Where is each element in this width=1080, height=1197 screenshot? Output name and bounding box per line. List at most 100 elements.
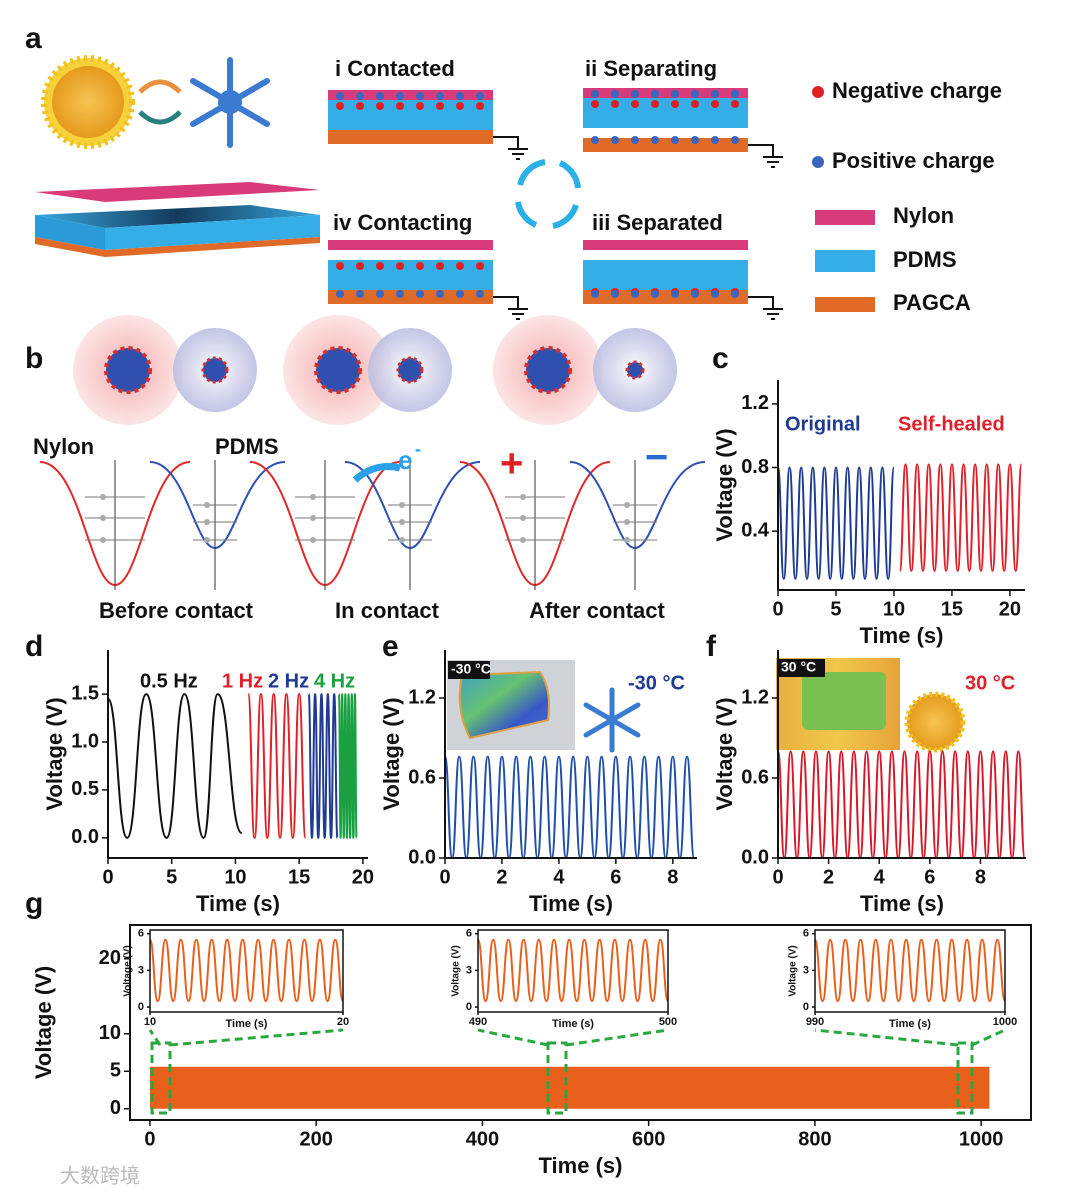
- x-tick-label: 8: [667, 866, 678, 888]
- y-tick-label: 20: [99, 947, 121, 969]
- electron: [399, 537, 405, 543]
- charge-dot: [476, 102, 484, 110]
- charge-dot: [416, 290, 424, 298]
- temperature-annotation: 30 °C: [965, 672, 1015, 694]
- charge-dot: [376, 102, 384, 110]
- pagca-layer: [35, 237, 320, 257]
- y-tick-label: 1.2: [408, 686, 436, 708]
- electron: [204, 537, 210, 543]
- x-tick-label: 20: [999, 598, 1021, 620]
- x-tick-label: 500: [659, 1016, 677, 1028]
- caption: Before contact: [99, 598, 254, 623]
- electron: [520, 537, 526, 543]
- charge-dot: [476, 290, 484, 298]
- signal-line: [444, 755, 696, 860]
- watermark: 大数跨境: [60, 1164, 140, 1187]
- x-axis-label: Time (s): [552, 1018, 594, 1030]
- state-label: i Contacted: [335, 56, 455, 81]
- panel-label: g: [25, 887, 43, 920]
- charge-dot: [711, 90, 719, 98]
- signal-line: [477, 938, 669, 1002]
- nylon-layer: [328, 90, 493, 100]
- x-tick-label: 800: [798, 1128, 831, 1150]
- y-axis-label: Voltage (V): [712, 697, 737, 810]
- panel-label: d: [25, 630, 43, 663]
- legend-swatch: [815, 250, 875, 272]
- sun-icon: [41, 55, 135, 149]
- x-axis-label: Time (s): [860, 891, 944, 916]
- x-axis-label: Time (s): [196, 891, 280, 916]
- electron: [100, 494, 106, 500]
- x-tick-label: 0: [439, 866, 450, 888]
- zoom-markers: [148, 1028, 1006, 1115]
- electron: [310, 515, 316, 521]
- material-label: PDMS: [215, 434, 279, 459]
- x-tick-label: 10: [224, 866, 246, 888]
- charge-dot: [691, 290, 699, 298]
- material-label: Nylon: [33, 434, 94, 459]
- y-axis-label: Voltage (V): [31, 966, 56, 1079]
- pagca-layer: [583, 290, 748, 304]
- x-tick-label: 20: [337, 1016, 349, 1028]
- charge-dot: [651, 100, 659, 108]
- x-tick-label: 200: [299, 1128, 332, 1150]
- legend-swatch: [815, 210, 875, 225]
- series-label: 1 Hz: [222, 670, 263, 692]
- state-label: iv Contacting: [333, 210, 472, 235]
- charge-dot: [591, 100, 599, 108]
- pdms-layer: [328, 100, 493, 130]
- electron: [624, 519, 630, 525]
- caption: In contact: [335, 598, 440, 623]
- legend-dot: [812, 86, 824, 98]
- electron: [204, 502, 210, 508]
- panel-label: c: [712, 342, 729, 375]
- series-label: 0.5 Hz: [140, 670, 198, 692]
- electron: [310, 494, 316, 500]
- state-label: ii Separating: [585, 56, 717, 81]
- signal-line: [814, 938, 1006, 1002]
- charge-dot: [691, 90, 699, 98]
- pdms-layer: [328, 260, 493, 290]
- charge-dot: [436, 290, 444, 298]
- charge-dot: [356, 102, 364, 110]
- charge-dot: [456, 92, 464, 100]
- charge-dot: [711, 290, 719, 298]
- image-temperature: 30 °C: [781, 659, 816, 675]
- atom-core: [314, 346, 362, 394]
- y-tick-label: 3: [803, 964, 809, 976]
- legend-label: PAGCA: [893, 290, 971, 315]
- x-tick-label: 1000: [959, 1128, 1004, 1150]
- charge-dot: [356, 290, 364, 298]
- charge-dot: [416, 92, 424, 100]
- charge-dot: [731, 100, 739, 108]
- charge-dot: [416, 262, 424, 270]
- y-tick-label: 1.0: [71, 730, 99, 752]
- electron: [100, 537, 106, 543]
- y-tick-label: 0: [803, 1001, 809, 1013]
- legend-label: Negative charge: [832, 78, 1002, 103]
- x-axis-label: Time (s): [539, 1153, 623, 1178]
- atom-core: [524, 346, 572, 394]
- charge-dot: [651, 290, 659, 298]
- pagca-layer: [583, 138, 748, 152]
- x-tick-label: 15: [941, 598, 963, 620]
- electron: [399, 502, 405, 508]
- x-tick-label: 6: [924, 866, 935, 888]
- charge-dot: [396, 92, 404, 100]
- charge-dot: [376, 92, 384, 100]
- ground-symbol: [748, 296, 783, 320]
- x-axis-label: Time (s): [860, 623, 944, 648]
- pdms-layer: [583, 260, 748, 290]
- nylon-sheet: [35, 182, 320, 202]
- y-tick-label: 0: [138, 1001, 144, 1013]
- y-tick-label: 5: [110, 1060, 121, 1082]
- charge-dot: [691, 100, 699, 108]
- charge-dot: [651, 136, 659, 144]
- x-tick-label: 10: [144, 1016, 156, 1028]
- y-tick-label: 6: [803, 928, 809, 940]
- x-tick-label: 0: [772, 598, 783, 620]
- y-tick-label: 0: [110, 1097, 121, 1119]
- x-axis-label: Time (s): [889, 1018, 931, 1030]
- atom-core: [201, 356, 229, 384]
- pdms-layer: [583, 98, 748, 128]
